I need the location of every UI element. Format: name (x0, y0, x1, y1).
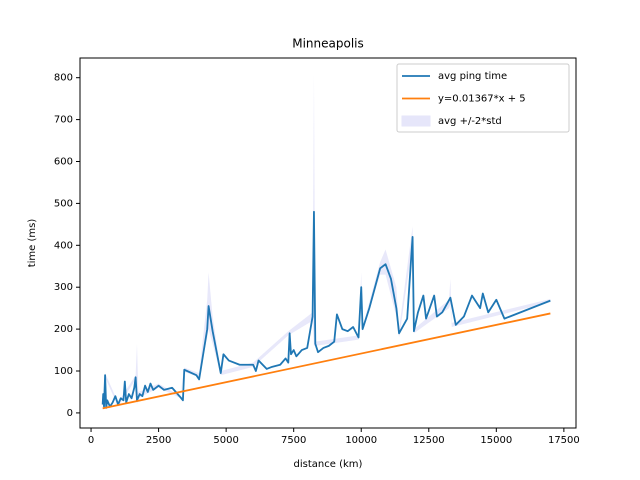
x-tick-label: 0 (88, 435, 94, 446)
x-axis-label: distance (km) (294, 459, 363, 470)
chart-title: Minneapolis (292, 37, 364, 51)
legend-label: avg +/-2*std (438, 116, 502, 127)
y-tick-label: 800 (54, 73, 73, 84)
y-tick-label: 300 (54, 282, 73, 293)
line (102, 312, 551, 410)
legend-label: avg ping time (438, 71, 507, 82)
y-tick-label: 200 (54, 324, 73, 335)
x-tick-label: 7500 (281, 435, 306, 446)
x-tick-label: 15000 (480, 435, 512, 446)
x-tick-label: 10000 (345, 435, 377, 446)
legend-swatch (401, 115, 431, 127)
y-tick-label: 500 (54, 198, 73, 209)
y-tick-label: 700 (54, 115, 73, 126)
y-tick-label: 100 (54, 366, 73, 377)
legend-label: y=0.01367*x + 5 (438, 94, 526, 105)
line (101, 210, 551, 409)
y-axis-label: time (ms) (27, 219, 38, 268)
x-tick-label: 17500 (548, 435, 580, 446)
x-tick-label: 2500 (146, 435, 171, 446)
y-tick-label: 600 (54, 156, 73, 167)
legend-box (396, 63, 570, 133)
y-tick-label: 0 (67, 408, 73, 419)
axes-frame (79, 57, 577, 429)
x-tick-label: 5000 (213, 435, 238, 446)
y-tick-label: 400 (54, 240, 73, 251)
x-tick-label: 12500 (413, 435, 445, 446)
